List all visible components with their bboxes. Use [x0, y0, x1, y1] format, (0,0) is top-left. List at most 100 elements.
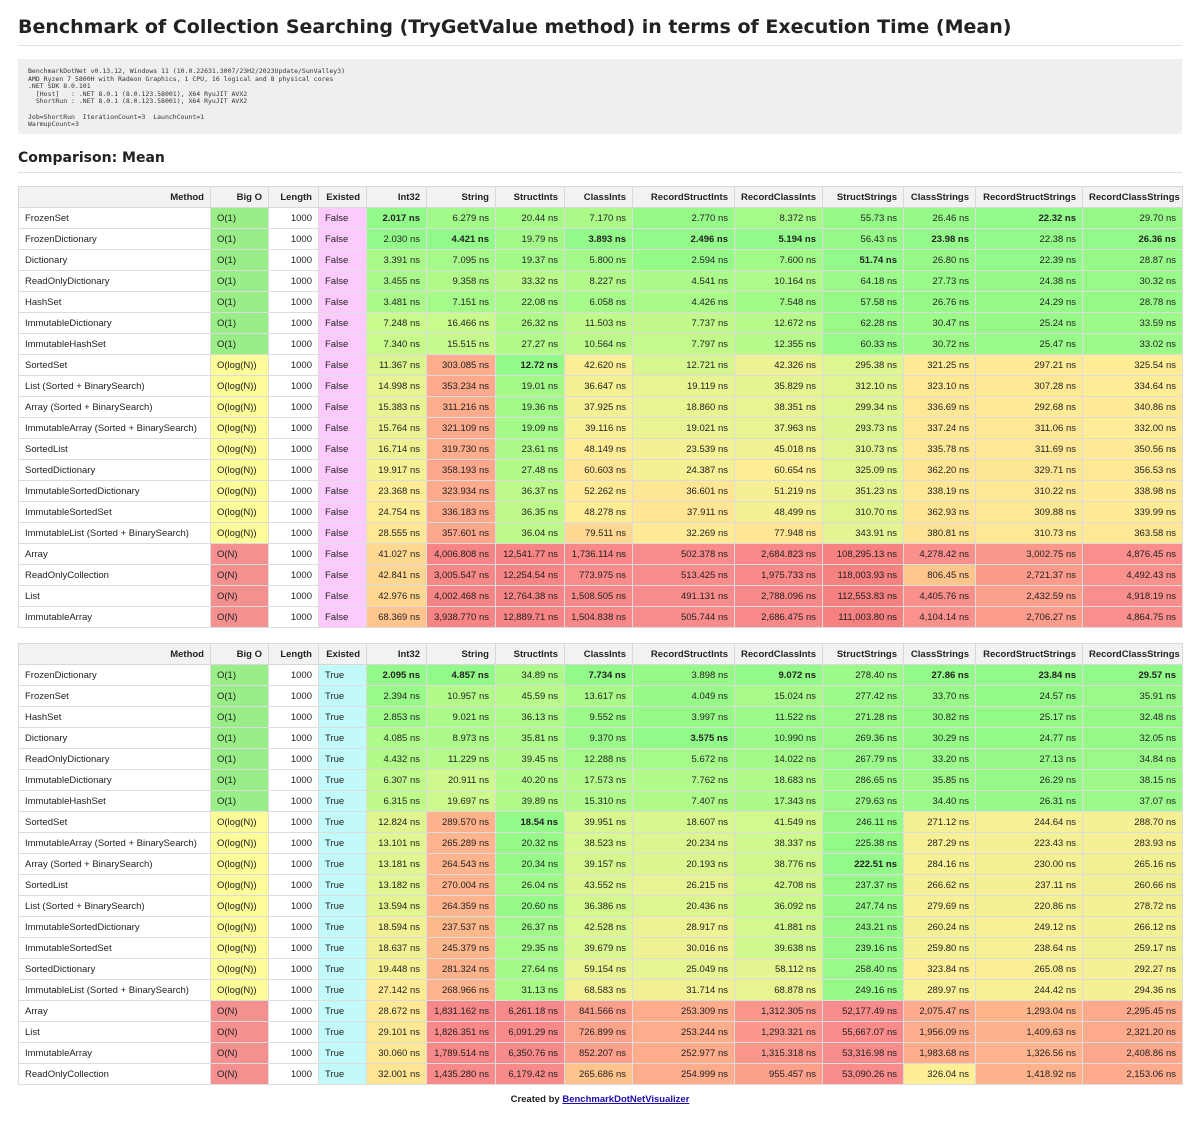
value-cell: 31.13 ns — [495, 979, 565, 1001]
big-o-cell: O(log(N)) — [210, 375, 269, 397]
value-cell: 7.797 ns — [632, 333, 735, 355]
value-cell: 23.61 ns — [495, 438, 565, 460]
existed-cell: False — [318, 396, 367, 418]
value-cell: 380.81 ns — [903, 522, 976, 544]
length-cell: 1000 — [268, 706, 319, 728]
length-cell: 1000 — [268, 895, 319, 917]
value-cell: 33.20 ns — [903, 748, 976, 770]
table-row: ImmutableHashSet O(1) 1000 False 7.340 ns 15.… — [18, 333, 1183, 355]
value-cell: 41.027 ns — [366, 543, 427, 565]
method-cell: List — [18, 585, 211, 607]
value-cell: 2,153.06 ns — [1082, 1063, 1183, 1085]
table-row: ImmutableArray O(N) 1000 False 68.369 ns 3,93… — [18, 606, 1183, 628]
value-cell: 36.35 ns — [495, 501, 565, 523]
method-cell: List (Sorted + BinarySearch) — [18, 375, 211, 397]
value-cell: 265.16 ns — [1082, 853, 1183, 875]
table-row: FrozenSet O(1) 1000 True 2.394 ns 10.957 ns 45… — [18, 685, 1183, 707]
existed-cell: False — [318, 291, 367, 313]
value-cell: 18.607 ns — [632, 811, 735, 833]
value-cell: 310.73 ns — [975, 522, 1083, 544]
big-o-cell: O(N) — [210, 606, 269, 628]
value-cell: 20.60 ns — [495, 895, 565, 917]
method-cell: SortedList — [18, 438, 211, 460]
value-cell: 244.42 ns — [975, 979, 1083, 1001]
existed-cell: True — [318, 853, 367, 875]
value-cell: 225.38 ns — [822, 832, 904, 854]
big-o-cell: O(N) — [210, 1021, 269, 1043]
value-cell: 6.307 ns — [366, 769, 427, 791]
method-cell: ImmutableSortedSet — [18, 937, 211, 959]
value-cell: 337.24 ns — [903, 417, 976, 439]
value-cell: 3.391 ns — [366, 249, 427, 271]
value-cell: 5.800 ns — [564, 249, 633, 271]
table-row: ReadOnlyDictionary O(1) 1000 False 3.455 ns 9… — [18, 270, 1183, 292]
column-header-recordstructstrings: RecordStructStrings — [975, 643, 1083, 665]
big-o-cell: O(log(N)) — [210, 354, 269, 376]
value-cell: 358.193 ns — [426, 459, 496, 481]
column-header-method: Method — [18, 643, 211, 665]
value-cell: 39.157 ns — [564, 853, 633, 875]
table-row: ImmutableList (Sorted + BinarySearch) O(l… — [18, 522, 1183, 544]
value-cell: 24.754 ns — [366, 501, 427, 523]
value-cell: 39.116 ns — [564, 417, 633, 439]
value-cell: 37.963 ns — [734, 417, 823, 439]
big-o-cell: O(log(N)) — [210, 396, 269, 418]
value-cell: 39.638 ns — [734, 937, 823, 959]
results-table-not-existed: Method Big O Length Existed Int32 String Struc… — [18, 186, 1183, 628]
method-cell: ReadOnlyDictionary — [18, 270, 211, 292]
value-cell: 26.215 ns — [632, 874, 735, 896]
method-cell: ReadOnlyCollection — [18, 1063, 211, 1085]
value-cell: 323.934 ns — [426, 480, 496, 502]
value-cell: 2,706.27 ns — [975, 606, 1083, 628]
value-cell: 14.022 ns — [734, 748, 823, 770]
value-cell: 338.98 ns — [1082, 480, 1183, 502]
value-cell: 265.686 ns — [564, 1063, 633, 1085]
value-cell: 7.762 ns — [632, 769, 735, 791]
value-cell: 491.131 ns — [632, 585, 735, 607]
method-cell: Array (Sorted + BinarySearch) — [18, 396, 211, 418]
column-header-structints: StructInts — [495, 643, 565, 665]
length-cell: 1000 — [268, 832, 319, 854]
table-row: Dictionary O(1) 1000 False 3.391 ns 7.095 ns 1… — [18, 249, 1183, 271]
big-o-cell: O(log(N)) — [210, 480, 269, 502]
existed-cell: True — [318, 916, 367, 938]
length-cell: 1000 — [268, 727, 319, 749]
method-cell: FrozenSet — [18, 685, 211, 707]
length-cell: 1000 — [268, 769, 319, 791]
value-cell: 15.764 ns — [366, 417, 427, 439]
benchmark-visualizer-link[interactable]: BenchmarkDotNetVisualizer — [562, 1094, 690, 1105]
value-cell: 9.552 ns — [564, 706, 633, 728]
method-cell: ImmutableArray (Sorted + BinarySearch) — [18, 832, 211, 854]
table-row: SortedDictionary O(log(N)) 1000 True 19.448 … — [18, 958, 1183, 980]
value-cell: 362.93 ns — [903, 501, 976, 523]
existed-cell: False — [318, 417, 367, 439]
value-cell: 303.085 ns — [426, 354, 496, 376]
table-row: ImmutableArray (Sorted + BinarySearch) O(… — [18, 417, 1183, 439]
value-cell: 26.76 ns — [903, 291, 976, 313]
method-cell: ImmutableArray (Sorted + BinarySearch) — [18, 417, 211, 439]
value-cell: 11.229 ns — [426, 748, 496, 770]
column-header-classints: ClassInts — [564, 186, 633, 208]
table-row: SortedList O(log(N)) 1000 False 16.714 ns 319… — [18, 438, 1183, 460]
value-cell: 281.324 ns — [426, 958, 496, 980]
value-cell: 6.279 ns — [426, 207, 496, 229]
big-o-cell: O(log(N)) — [210, 501, 269, 523]
length-cell: 1000 — [268, 564, 319, 586]
big-o-cell: O(log(N)) — [210, 916, 269, 938]
value-cell: 299.34 ns — [822, 396, 904, 418]
value-cell: 283.93 ns — [1082, 832, 1183, 854]
value-cell: 11.503 ns — [564, 312, 633, 334]
value-cell: 17.573 ns — [564, 769, 633, 791]
length-cell: 1000 — [268, 916, 319, 938]
value-cell: 2.095 ns — [366, 664, 427, 686]
value-cell: 253.244 ns — [632, 1021, 735, 1043]
value-cell: 55,667.07 ns — [822, 1021, 904, 1043]
length-cell: 1000 — [268, 979, 319, 1001]
table-row: List O(N) 1000 True 29.101 ns 1,826.351 ns 6,0… — [18, 1021, 1183, 1043]
value-cell: 332.00 ns — [1082, 417, 1183, 439]
existed-cell: True — [318, 895, 367, 917]
value-cell: 19.79 ns — [495, 228, 565, 250]
value-cell: 2,686.475 ns — [734, 606, 823, 628]
existed-cell: False — [318, 606, 367, 628]
value-cell: 12.824 ns — [366, 811, 427, 833]
